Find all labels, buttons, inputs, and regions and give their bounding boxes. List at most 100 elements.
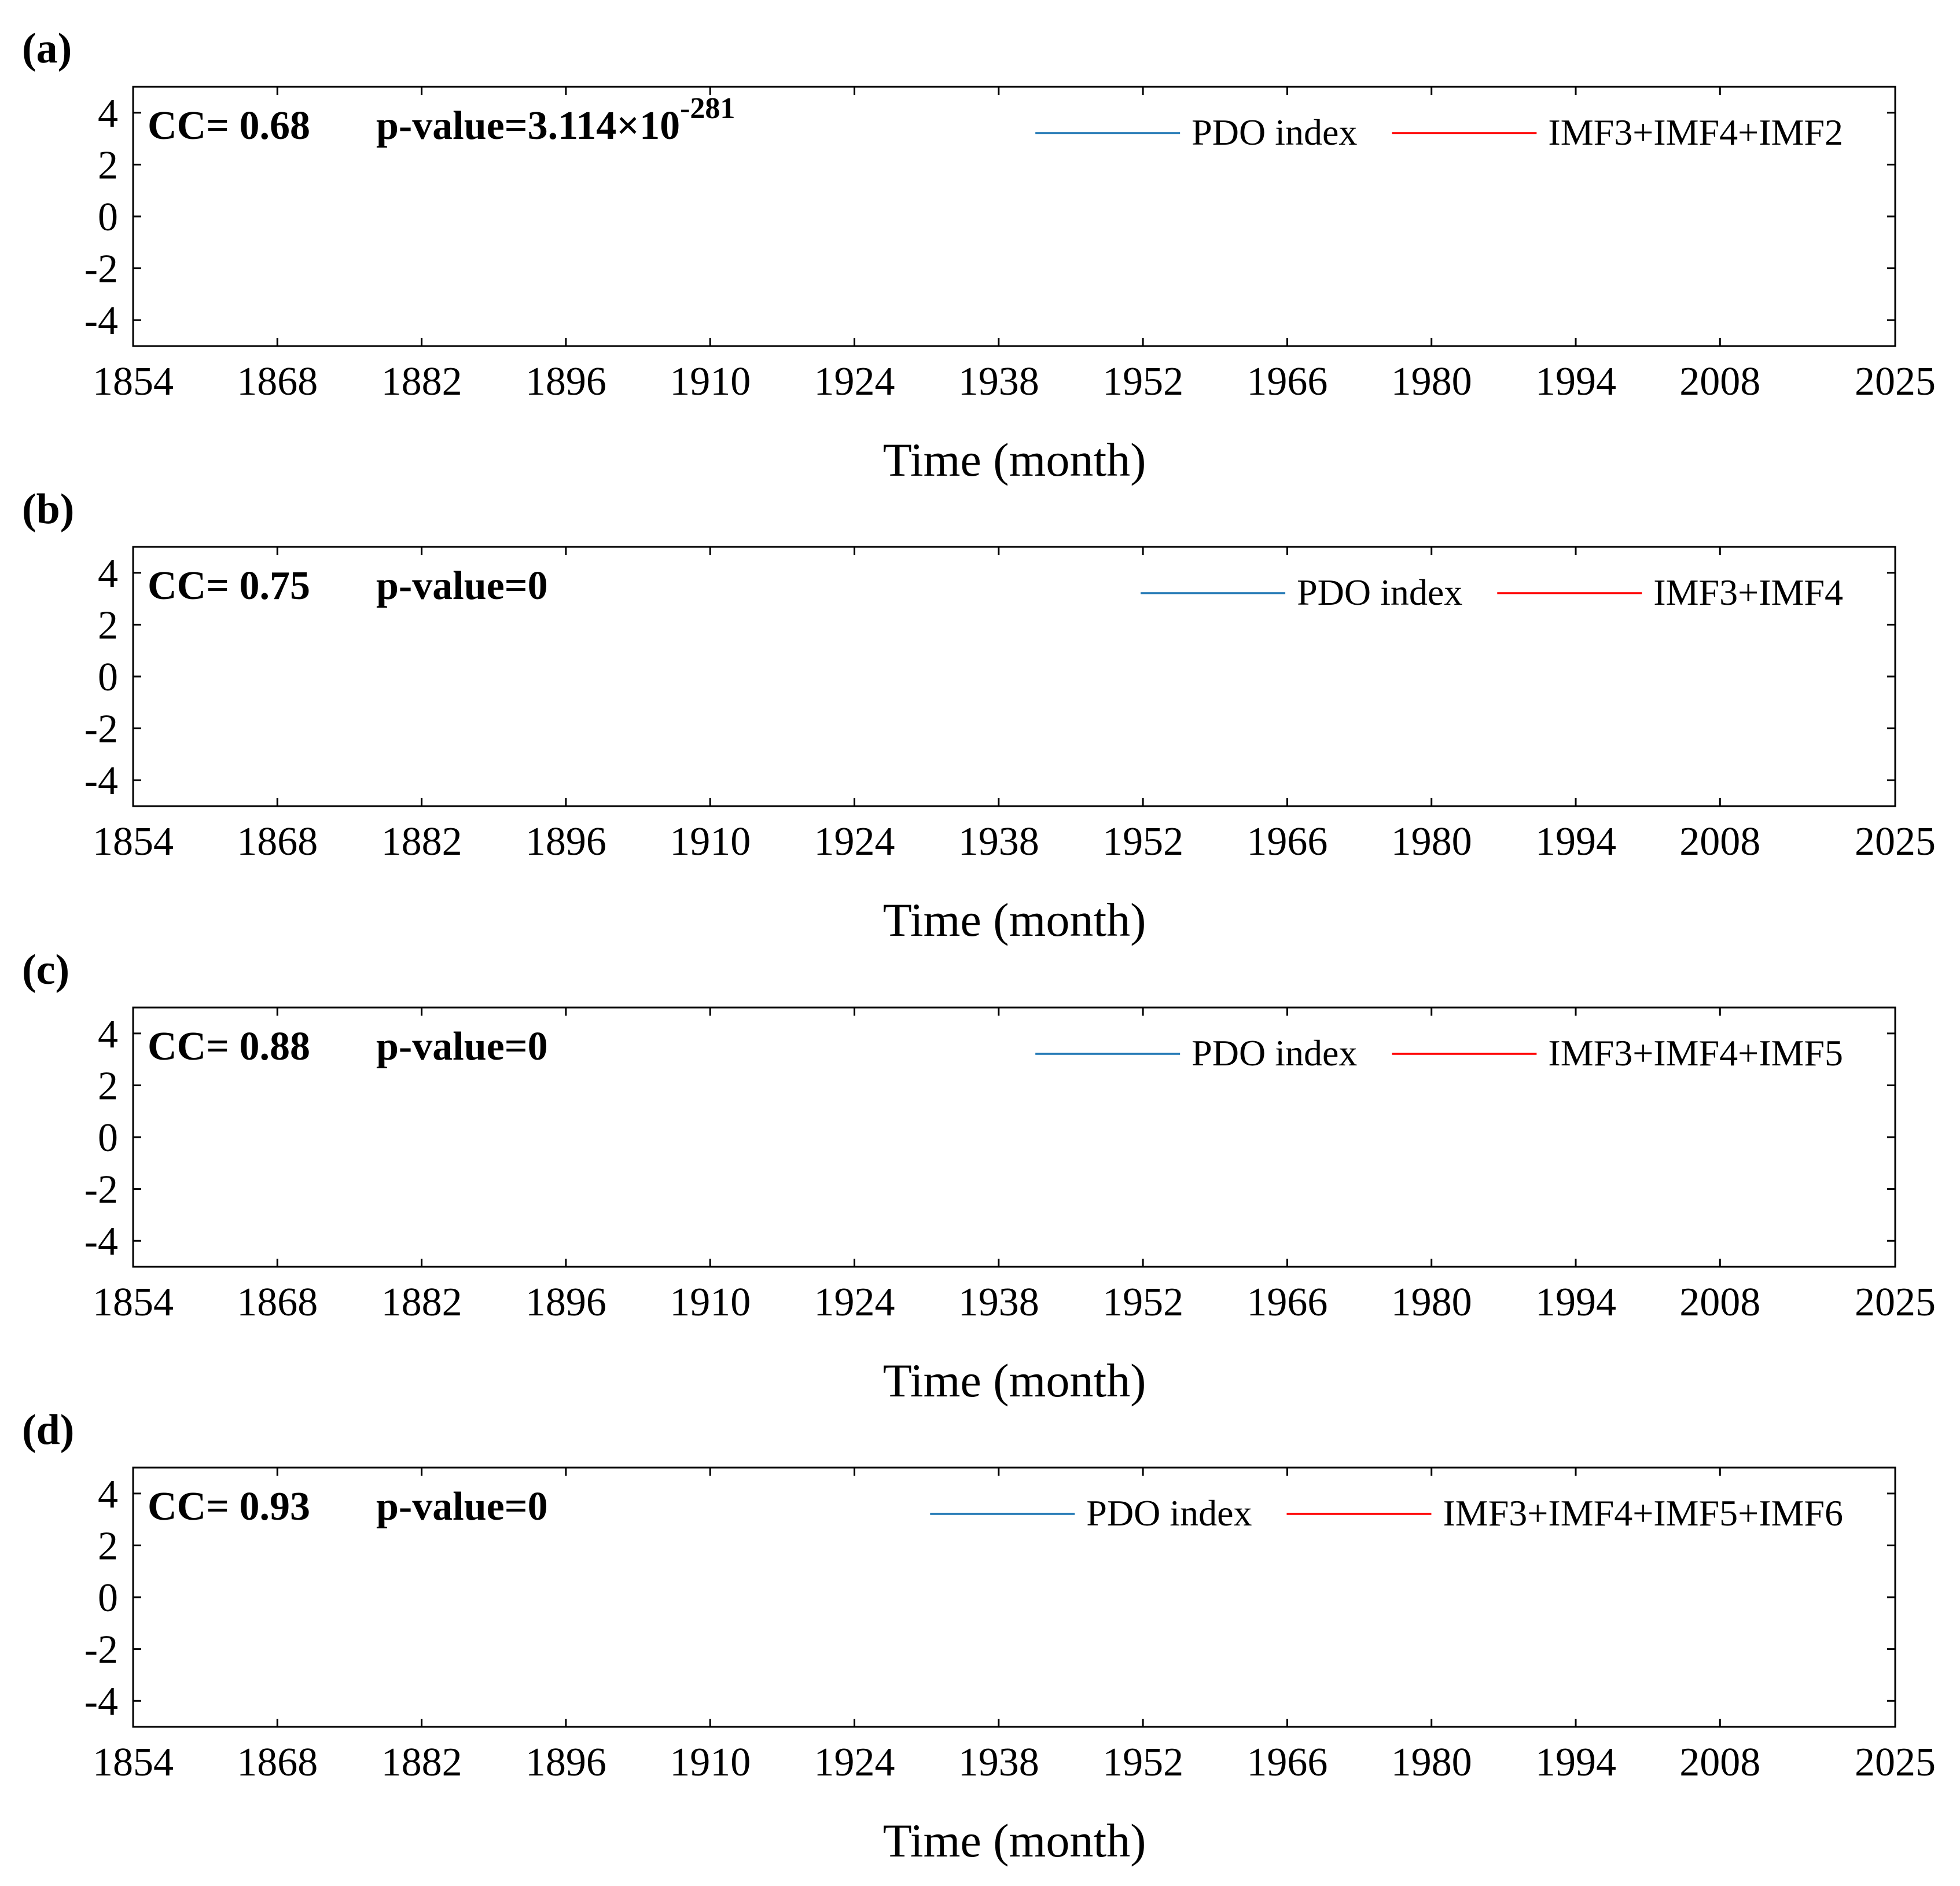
x-tick-label: 1994 bbox=[1535, 1740, 1616, 1785]
x-tick-label: 1854 bbox=[93, 1280, 174, 1325]
x-tick-label: 1882 bbox=[381, 359, 462, 404]
x-tick-label: 1966 bbox=[1246, 1280, 1327, 1325]
y-tick-label: 2 bbox=[98, 1524, 118, 1568]
x-tick-label: 1868 bbox=[237, 1280, 318, 1325]
x-tick-label: 1882 bbox=[381, 1740, 462, 1785]
legend-label: IMF3+IMF4+IMF5+IMF6 bbox=[1443, 1492, 1843, 1534]
x-tick-label: 1896 bbox=[525, 819, 606, 864]
x-tick-label: 1868 bbox=[237, 819, 318, 864]
legend: PDO index IMF3+IMF4+IMF2 bbox=[1035, 112, 1843, 153]
x-tick-label: 1896 bbox=[525, 359, 606, 404]
legend-label: IMF3+IMF4+IMF2 bbox=[1548, 112, 1843, 153]
x-tick-label: 2008 bbox=[1679, 1280, 1760, 1325]
y-tick-label: 4 bbox=[98, 1472, 118, 1517]
x-tick-label: 1924 bbox=[814, 1280, 895, 1325]
x-tick-label: 2008 bbox=[1679, 819, 1760, 864]
x-tick-label: 1938 bbox=[958, 1280, 1039, 1325]
panel-label: (a) bbox=[22, 25, 72, 72]
x-tick-label: 1854 bbox=[93, 819, 174, 864]
x-axis-label: Time (month) bbox=[883, 1814, 1146, 1867]
legend-label: IMF3+IMF4+IMF5 bbox=[1548, 1032, 1843, 1073]
axes-frame bbox=[132, 86, 1896, 347]
x-tick-label: 1980 bbox=[1391, 819, 1472, 864]
x-tick-label: 1966 bbox=[1246, 359, 1327, 404]
x-axis-label: Time (month) bbox=[883, 433, 1146, 486]
x-tick-label: 1952 bbox=[1102, 1280, 1183, 1325]
x-tick-label: 2008 bbox=[1679, 359, 1760, 404]
x-tick-label: 2008 bbox=[1679, 1740, 1760, 1785]
x-tick-label: 1966 bbox=[1246, 1740, 1327, 1785]
x-tick-label: 1994 bbox=[1535, 819, 1616, 864]
pvalue-annotation: p-value=0 bbox=[376, 1484, 548, 1529]
legend-label: PDO index bbox=[1192, 1032, 1357, 1073]
axes-frame bbox=[132, 1006, 1896, 1268]
y-tick-label: -4 bbox=[84, 299, 118, 343]
x-tick-label: 2025 bbox=[1855, 359, 1936, 404]
x-tick-label: 2025 bbox=[1855, 819, 1936, 864]
x-tick-label: 1980 bbox=[1391, 359, 1472, 404]
x-tick-label: 1896 bbox=[525, 1280, 606, 1325]
x-tick-label: 1868 bbox=[237, 359, 318, 404]
y-tick-label: 4 bbox=[98, 552, 118, 596]
x-tick-label: 1938 bbox=[958, 1740, 1039, 1785]
x-tick-label: 1938 bbox=[958, 819, 1039, 864]
x-tick-label: 1924 bbox=[814, 1740, 895, 1785]
cc-annotation: CC= 0.93 bbox=[148, 1484, 310, 1529]
y-tick-label: 2 bbox=[98, 143, 118, 188]
x-tick-label: 1910 bbox=[670, 359, 751, 404]
x-tick-label: 1910 bbox=[670, 1740, 751, 1785]
y-tick-label: 0 bbox=[98, 195, 118, 240]
panel-b: (b) Time (month) 1854 1868 1882 1896 1910 192… bbox=[22, 486, 1936, 946]
legend-label: PDO index bbox=[1297, 572, 1462, 613]
panel-label: (b) bbox=[22, 486, 74, 533]
x-tick-label: 1994 bbox=[1535, 359, 1616, 404]
x-tick-label: 1952 bbox=[1102, 819, 1183, 864]
legend-label: IMF3+IMF4 bbox=[1653, 572, 1843, 613]
x-tick-label: 1896 bbox=[525, 1740, 606, 1785]
y-tick-label: 0 bbox=[98, 1116, 118, 1160]
y-tick-label: 2 bbox=[98, 1064, 118, 1108]
panel-c: (c) Time (month) 1854 1868 1882 1896 1910 192… bbox=[22, 946, 1936, 1407]
panel-label: (c) bbox=[22, 946, 69, 994]
y-tick-label: -4 bbox=[84, 1219, 118, 1264]
y-tick-label: -2 bbox=[84, 1628, 118, 1672]
x-tick-label: 1924 bbox=[814, 819, 895, 864]
cc-annotation: CC= 0.68 bbox=[148, 104, 310, 148]
y-tick-label: 4 bbox=[98, 91, 118, 136]
axes-frame bbox=[132, 546, 1896, 807]
x-tick-label: 1980 bbox=[1391, 1280, 1472, 1325]
legend: PDO index IMF3+IMF4+IMF5 bbox=[1035, 1032, 1843, 1073]
x-tick-label: 2025 bbox=[1855, 1740, 1936, 1785]
y-tick-label: 0 bbox=[98, 655, 118, 700]
x-tick-label: 1868 bbox=[237, 1740, 318, 1785]
y-tick-label: -2 bbox=[84, 707, 118, 752]
x-axis-label: Time (month) bbox=[883, 1354, 1146, 1407]
x-tick-label: 1952 bbox=[1102, 359, 1183, 404]
cc-annotation: CC= 0.75 bbox=[148, 564, 310, 608]
x-tick-label: 1882 bbox=[381, 819, 462, 864]
y-tick-label: -2 bbox=[84, 1168, 118, 1212]
pvalue-annotation: p-value=0 bbox=[376, 564, 548, 608]
pvalue-annotation: p-value=0 bbox=[376, 1024, 548, 1069]
y-tick-label: 4 bbox=[98, 1012, 118, 1057]
x-tick-label: 1854 bbox=[93, 359, 174, 404]
legend-label: PDO index bbox=[1086, 1492, 1252, 1534]
panel-d: (d) Time (month) 1854 1868 1882 1896 1910 192… bbox=[22, 1406, 1936, 1867]
x-tick-label: 1924 bbox=[814, 359, 895, 404]
legend-label: PDO index bbox=[1192, 112, 1357, 153]
panel-a: (a) Time (month) 1854 1868 1882 1896 1910 192… bbox=[22, 25, 1936, 486]
x-tick-label: 1966 bbox=[1246, 819, 1327, 864]
axes-frame bbox=[132, 1466, 1896, 1728]
x-tick-label: 1980 bbox=[1391, 1740, 1472, 1785]
x-tick-label: 1882 bbox=[381, 1280, 462, 1325]
x-tick-label: 1910 bbox=[670, 1280, 751, 1325]
y-tick-label: -2 bbox=[84, 247, 118, 292]
y-tick-label: -4 bbox=[84, 759, 118, 803]
legend: PDO index IMF3+IMF4+IMF5+IMF6 bbox=[930, 1492, 1843, 1534]
cc-annotation: CC= 0.88 bbox=[148, 1024, 310, 1069]
x-tick-label: 1952 bbox=[1102, 1740, 1183, 1785]
pvalue-exponent: -281 bbox=[680, 92, 735, 125]
y-tick-label: -4 bbox=[84, 1679, 118, 1724]
x-axis-label: Time (month) bbox=[883, 894, 1146, 946]
